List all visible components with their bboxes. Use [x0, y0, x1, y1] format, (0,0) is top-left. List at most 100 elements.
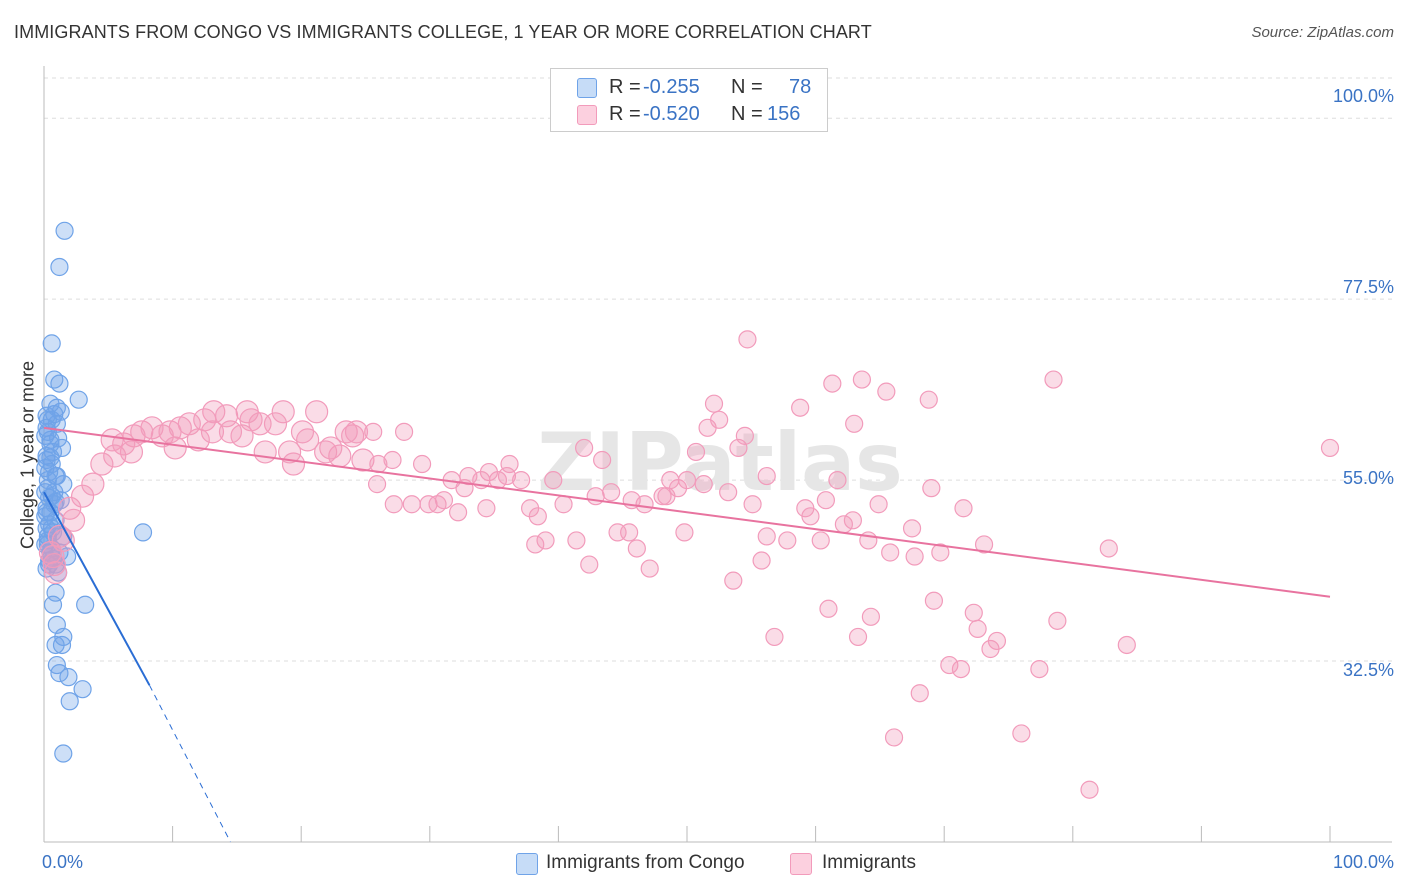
legend-row-congo: R = -0.255 N = 78	[563, 76, 823, 100]
legend-row-immigrants: R = -0.520 N = 156	[563, 103, 823, 127]
immigrants-point	[554, 495, 573, 514]
congo-point	[69, 390, 88, 409]
immigrants-point	[848, 627, 868, 647]
legend-r-value: -0.255	[643, 76, 700, 98]
immigrants-point	[778, 531, 797, 550]
immigrants-point	[364, 422, 383, 441]
immigrants-point	[951, 659, 971, 679]
congo-point	[46, 635, 65, 655]
immigrants-point	[719, 483, 738, 502]
immigrants-point	[384, 495, 403, 514]
correlation-legend: R = -0.255 N = 78 R = -0.520 N = 156	[550, 68, 828, 132]
x-tick-label: 0.0%	[42, 852, 84, 872]
immigrants-point	[412, 454, 432, 474]
immigrants-point	[1320, 438, 1340, 458]
congo-point	[47, 466, 66, 486]
immigrants-point	[434, 491, 454, 510]
legend-r-value: -0.520	[643, 103, 700, 125]
immigrants-point	[902, 519, 922, 538]
immigrants-point	[686, 442, 706, 462]
immigrants-point	[575, 438, 594, 458]
immigrants-point	[383, 450, 402, 470]
immigrants-point	[910, 684, 929, 703]
congo-point	[73, 680, 92, 699]
y-axis-label: College, 1 year or more	[17, 360, 38, 550]
y-tick-label: 55.0%	[1342, 468, 1394, 488]
congo-point	[52, 635, 72, 655]
immigrants-point	[528, 507, 547, 526]
immigrants-point	[544, 471, 563, 490]
immigrants-point	[512, 471, 531, 490]
chart-title: IMMIGRANTS FROM CONGO VS IMMIGRANTS COLL…	[14, 22, 872, 42]
immigrants-point	[843, 511, 862, 530]
immigrants-point	[653, 487, 672, 506]
immigrants-point	[314, 440, 338, 464]
immigrants-point	[940, 655, 959, 675]
immigrants-point	[677, 471, 697, 490]
congo-trend-extension	[149, 684, 231, 843]
legend-n-value: 156	[767, 103, 801, 125]
immigrants-point	[968, 619, 987, 638]
immigrants-point	[823, 374, 842, 393]
immigrants-point	[627, 539, 646, 558]
immigrants-point	[477, 499, 496, 518]
congo-point	[50, 374, 69, 393]
immigrants-point	[580, 555, 599, 574]
immigrants-point	[351, 448, 375, 472]
immigrants-point	[271, 400, 295, 424]
congo-trend-line	[43, 491, 151, 686]
congo-point	[41, 448, 60, 467]
y-tick-label: 77.5%	[1342, 277, 1394, 297]
immigrants-point	[724, 571, 743, 590]
legend-n-label: N =	[731, 103, 763, 125]
y-tick-label: 32.5%	[1342, 660, 1394, 680]
legend-n-label: N =	[731, 76, 763, 98]
immigrants-point	[526, 535, 545, 554]
immigrants-point	[757, 527, 776, 546]
immigrants-point	[602, 483, 621, 502]
immigrants-point	[816, 491, 835, 510]
congo-point	[60, 692, 79, 711]
immigrants-point	[765, 627, 784, 647]
immigrants-point	[675, 523, 694, 542]
legend-r-label: R =	[609, 76, 641, 98]
immigrants-point	[861, 607, 880, 626]
source-label: Source: ZipAtlas.com	[1251, 24, 1394, 41]
immigrants-point	[852, 370, 871, 389]
immigrants-point	[1044, 370, 1063, 389]
immigrants-point	[367, 475, 387, 494]
immigrants-point	[305, 400, 329, 424]
congo-point	[42, 334, 61, 353]
immigrants-point	[905, 547, 924, 566]
immigrants-point	[341, 424, 365, 448]
immigrants-point	[620, 523, 639, 542]
immigrants-point	[881, 543, 900, 562]
immigrants-point	[593, 450, 612, 470]
immigrants-point	[635, 495, 654, 514]
congo-point	[55, 221, 74, 240]
congo-point	[49, 429, 68, 448]
immigrants-point	[70, 484, 95, 508]
immigrants-point	[694, 475, 713, 494]
immigrants-point	[828, 471, 847, 490]
bottom-legend-label: Immigrants	[822, 852, 916, 873]
immigrants-point	[43, 560, 68, 585]
immigrants-point	[924, 591, 944, 610]
immigrants-point	[801, 507, 820, 526]
legend-n-value: 78	[789, 76, 812, 98]
immigrants-point	[752, 551, 771, 570]
immigrants-point	[869, 495, 888, 514]
immigrants-point	[263, 412, 288, 436]
immigrants-point	[845, 414, 864, 433]
immigrants-point	[281, 452, 306, 476]
congo-point	[50, 664, 69, 683]
immigrants-point	[186, 428, 210, 452]
immigrants-point	[1080, 780, 1099, 799]
congo-point	[59, 668, 78, 687]
immigrants-point	[90, 452, 114, 476]
immigrants-point	[884, 728, 904, 747]
congo-point	[43, 595, 63, 614]
immigrants-point	[81, 472, 105, 496]
immigrants-point	[253, 440, 277, 464]
immigrants-point	[61, 508, 86, 532]
